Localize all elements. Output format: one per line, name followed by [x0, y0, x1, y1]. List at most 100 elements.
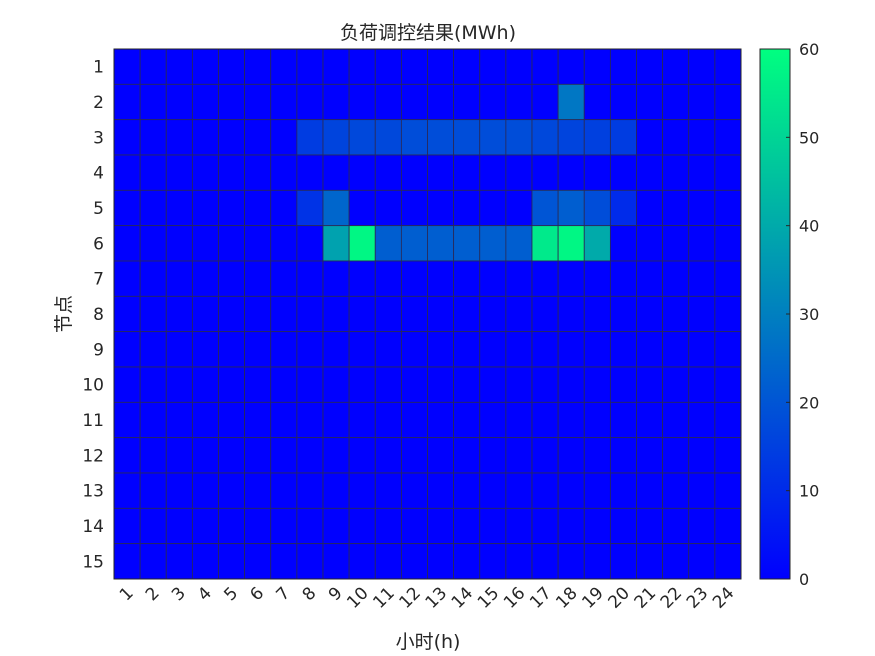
heatmap-cell: 0	[636, 48, 664, 85]
heatmap-cell: 14	[609, 119, 637, 156]
heatmap-cell: 0	[662, 154, 690, 191]
heatmap-cell: 0	[244, 472, 272, 509]
heatmap-cell: 0	[636, 260, 664, 297]
heatmap-cell: 0	[191, 295, 219, 333]
heatmap-cell: 28	[557, 83, 585, 121]
heatmap-cell: 0	[453, 154, 481, 191]
heatmap-cell: 0	[218, 401, 246, 439]
heatmap-cell: 0	[348, 154, 376, 191]
heatmap-cell: 0	[400, 401, 428, 439]
heatmap-cell: 0	[453, 401, 481, 439]
y-axis-label: 节点	[53, 295, 75, 333]
heatmap-cell: 0	[165, 401, 193, 439]
heatmap-cell: 0	[609, 154, 637, 191]
heatmap-cell: 22	[374, 225, 402, 262]
heatmap-cell: 15	[583, 119, 611, 156]
heatmap-cell: 0	[688, 260, 716, 297]
x-tick-label: 1	[116, 583, 138, 605]
heatmap-cell: 0	[374, 437, 402, 474]
heatmap-cell: 0	[244, 189, 272, 227]
y-tick-label: 12	[82, 446, 104, 466]
heatmap-cell: 0	[113, 472, 141, 509]
heatmap-cell: 0	[636, 154, 664, 191]
heatmap-cell: 0	[453, 48, 481, 85]
x-tick-label: 13	[422, 583, 451, 612]
heatmap-cell: 18	[479, 119, 507, 156]
heatmap-cell: 0	[139, 154, 167, 191]
heatmap-cell: 0	[191, 437, 219, 474]
heatmap-cell: 0	[557, 366, 585, 403]
heatmap-cell: 0	[270, 189, 298, 227]
colorbar-tick-label: 20	[799, 393, 819, 412]
heatmap-cell: 0	[479, 472, 507, 509]
heatmap-cell: 0	[191, 543, 219, 580]
heatmap-cell: 0	[270, 472, 298, 509]
heatmap-cell: 0	[505, 507, 533, 545]
heatmap-cell: 0	[557, 401, 585, 439]
heatmap-cell: 0	[662, 472, 690, 509]
heatmap-cell: 16	[557, 119, 585, 156]
heatmap-cell: 0	[453, 260, 481, 297]
heatmap-cell: 0	[583, 83, 611, 121]
heatmap-cell: 0	[139, 543, 167, 580]
heatmap-cell: 0	[427, 260, 455, 297]
heatmap-cell: 0	[505, 189, 533, 227]
heatmap-cell: 0	[218, 48, 246, 85]
heatmap-cell: 0	[348, 48, 376, 85]
heatmap-cell: 0	[662, 189, 690, 227]
heatmap-cell: 0	[244, 48, 272, 85]
heatmap-cell: 0	[583, 543, 611, 580]
heatmap-cell: 0	[714, 189, 742, 227]
heatmap-cell: 0	[400, 331, 428, 368]
heatmap-cell: 0	[557, 48, 585, 85]
heatmap-cell: 0	[479, 401, 507, 439]
heatmap-cell: 0	[113, 295, 141, 333]
heatmap-cell: 0	[453, 83, 481, 121]
heatmap-cell: 22	[479, 225, 507, 262]
heatmap-cell: 0	[191, 331, 219, 368]
y-tick-label: 8	[93, 305, 104, 325]
heatmap-cell: 0	[636, 225, 664, 262]
heatmap-cell: 0	[191, 48, 219, 85]
x-tick-label: 4	[194, 583, 216, 605]
heatmap-cell: 0	[609, 401, 637, 439]
heatmap-cell: 0	[531, 472, 559, 509]
heatmap-cell: 0	[557, 154, 585, 191]
heatmap-cell: 0	[348, 189, 376, 227]
heatmap-cell: 0	[322, 472, 350, 509]
heatmap-cell: 0	[139, 331, 167, 368]
heatmap-cell: 0	[427, 83, 455, 121]
heatmap-cell: 0	[322, 331, 350, 368]
heatmap-cell: 0	[662, 543, 690, 580]
y-tick-label: 1	[93, 58, 104, 78]
heatmap-cell: 0	[165, 543, 193, 580]
heatmap-cell: 0	[374, 543, 402, 580]
heatmap-cells: 0000000000000000000000000000000000000000…	[113, 48, 742, 580]
y-tick-label: 10	[82, 376, 104, 396]
heatmap-cell: 0	[348, 260, 376, 297]
heatmap-cell: 22	[557, 189, 585, 227]
heatmap-cell: 17	[531, 119, 559, 156]
heatmap-cell: 0	[688, 189, 716, 227]
heatmap-cell: 0	[218, 331, 246, 368]
heatmap-cell: 0	[165, 48, 193, 85]
heatmap-cell: 0	[139, 225, 167, 262]
heatmap-cell: 0	[662, 83, 690, 121]
chart-title: 负荷调控结果(MWh)	[340, 22, 516, 44]
heatmap-cell: 0	[270, 507, 298, 545]
heatmap-cell: 0	[218, 507, 246, 545]
heatmap-cell: 0	[662, 119, 690, 156]
heatmap-cell: 0	[348, 83, 376, 121]
heatmap-cell: 0	[113, 119, 141, 156]
x-tick-label: 18	[552, 583, 581, 612]
y-tick-label: 14	[82, 517, 104, 537]
heatmap-cell: 0	[244, 154, 272, 191]
heatmap-cell: 0	[479, 260, 507, 297]
heatmap-cell: 0	[662, 401, 690, 439]
heatmap-cell: 0	[139, 401, 167, 439]
heatmap-cell: 0	[270, 83, 298, 121]
heatmap-cell: 0	[427, 331, 455, 368]
heatmap-cell: 0	[400, 543, 428, 580]
